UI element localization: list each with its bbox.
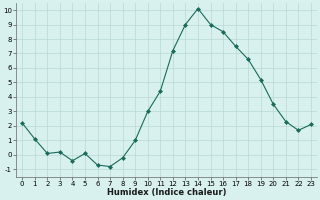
X-axis label: Humidex (Indice chaleur): Humidex (Indice chaleur) bbox=[107, 188, 226, 197]
